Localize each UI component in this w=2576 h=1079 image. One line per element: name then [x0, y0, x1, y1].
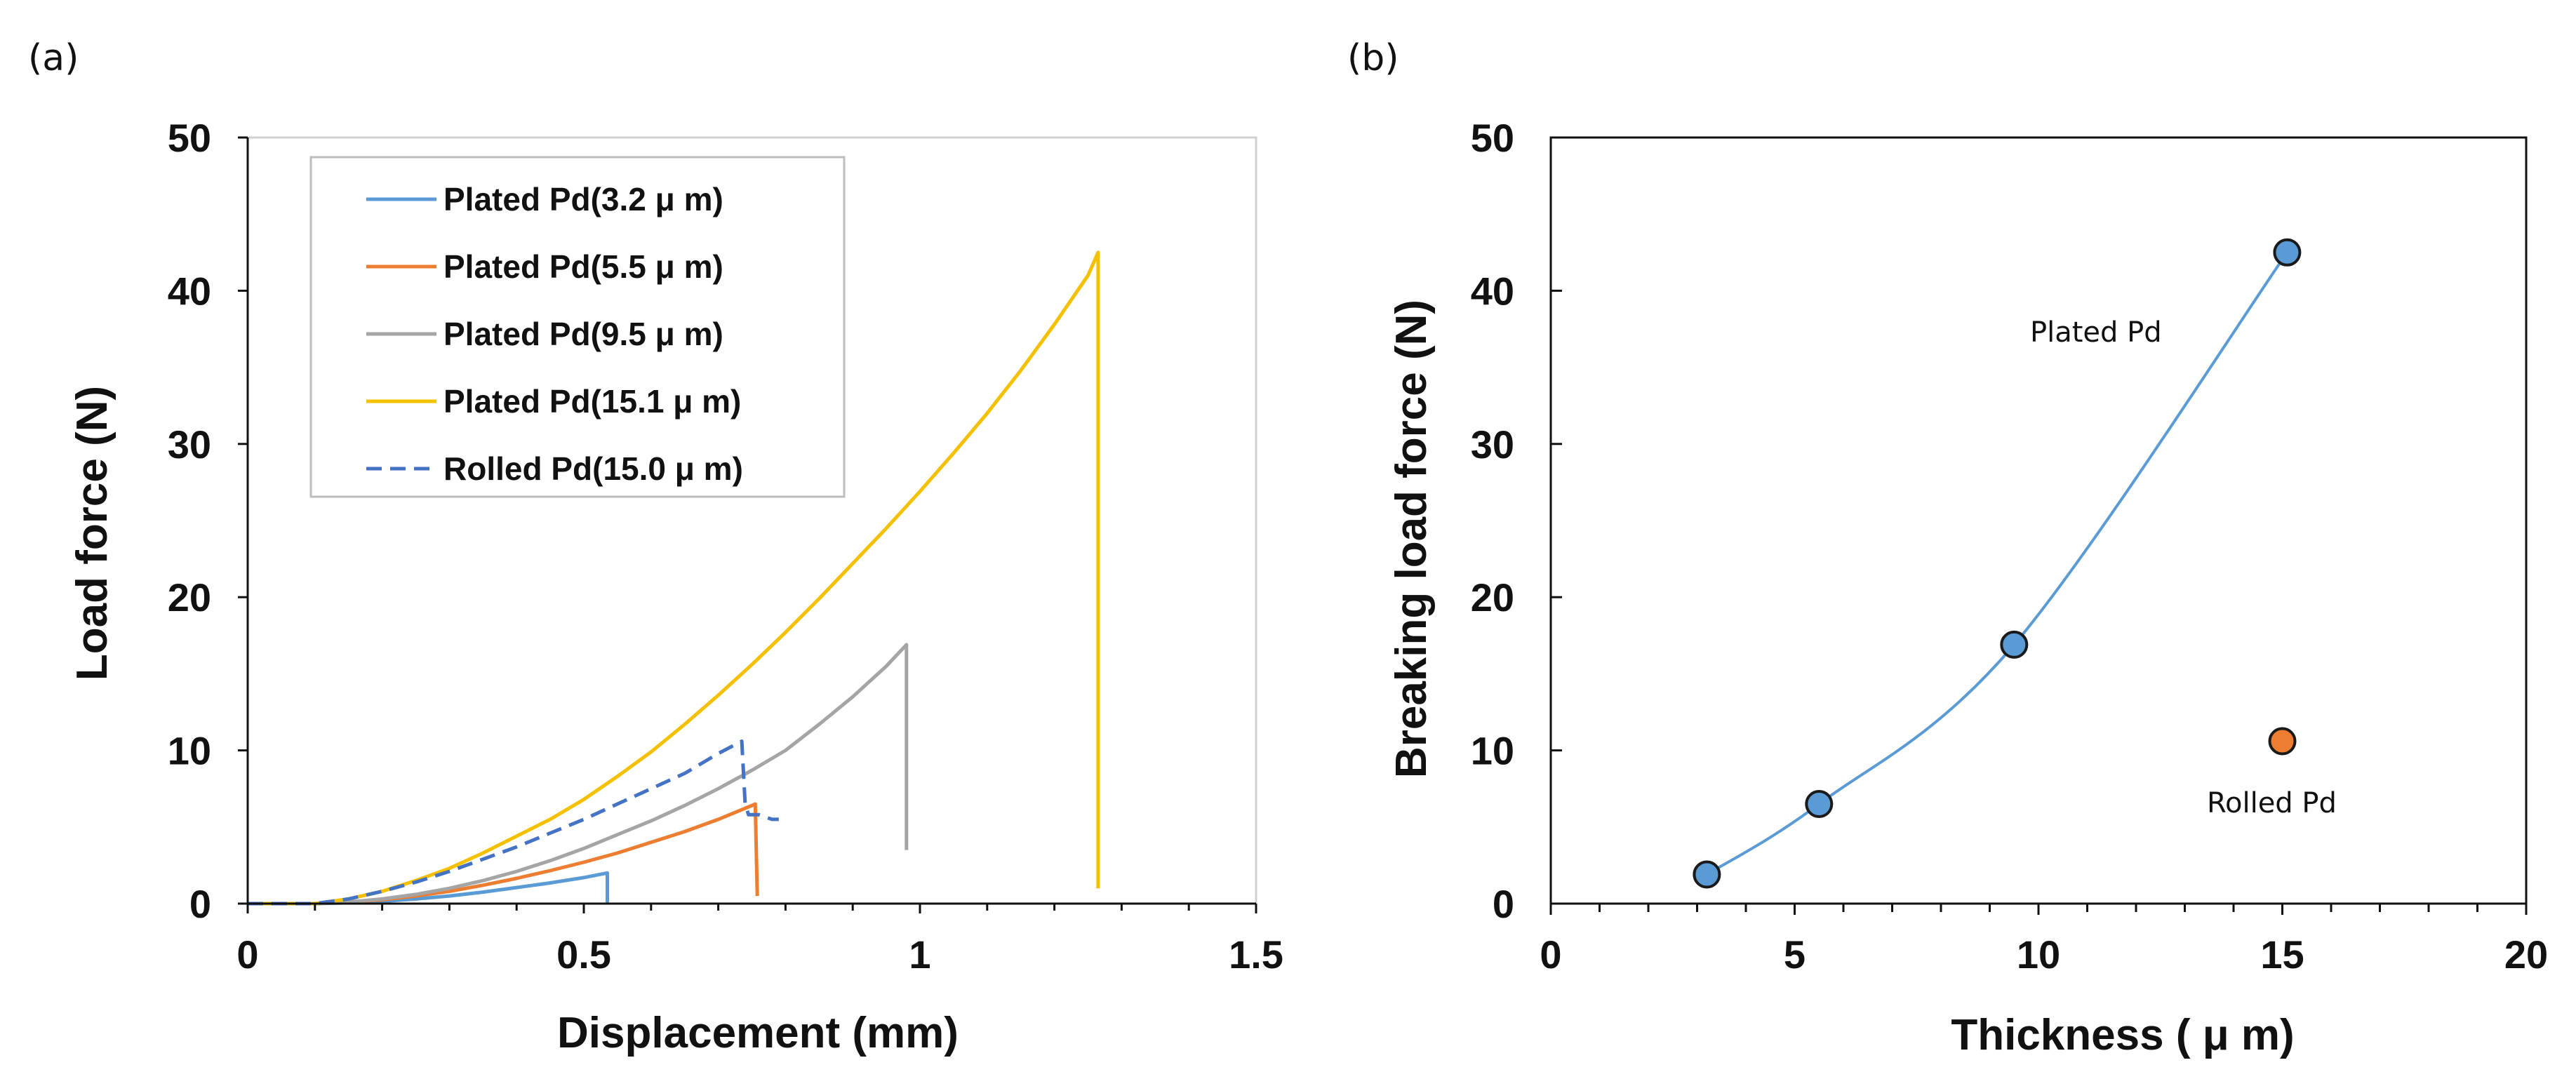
- chart-b-x-axis-label: Thickness ( μ m): [1951, 1011, 2294, 1059]
- chart-b-x-tick-label: 0: [1540, 932, 1561, 977]
- chart-b-x-tick-label: 5: [1784, 932, 1806, 977]
- chart-a-x-tick-label: 1: [909, 932, 930, 977]
- chart-a-y-tick-label: 0: [189, 882, 211, 926]
- chart-b-x-tick-label: 15: [2260, 932, 2304, 977]
- point-plated-pd: [1805, 790, 1834, 818]
- panel-b-label: (b): [1347, 37, 1399, 79]
- legend-label: Plated Pd(3.2 μ m): [443, 181, 723, 217]
- chart-b-y-tick-label: 10: [1471, 729, 1514, 773]
- series-plated-pd-15p1-m: [248, 250, 1100, 906]
- chart-b-x-tick-label: 20: [2504, 932, 2548, 977]
- legend-box: [309, 156, 846, 498]
- legend-label: Rolled Pd(15.0 μ m): [443, 450, 743, 487]
- series-rolled-pd-15p0-m: [248, 739, 779, 906]
- chart-a-x-tick-label: 1.5: [1229, 932, 1283, 977]
- chart-b-y-axis-label: Breaking load force (N): [1387, 300, 1436, 778]
- series-plated-pd-9p5-m: [248, 643, 909, 906]
- chart-b-y-tick-label: 20: [1471, 575, 1514, 619]
- chart-a-x-axis-label: Displacement (mm): [557, 1009, 959, 1057]
- chart-a: 0 0.5 1 1.5 0 10 20 30 40 50 Displacement (mm) Lo…: [68, 116, 1283, 1057]
- chart-a-y-tick-label: 20: [168, 575, 211, 619]
- chart-a-y-tick-label: 10: [168, 729, 211, 773]
- chart-a-y-tick-label: 40: [168, 269, 211, 313]
- chart-a-x-tick-label: 0: [236, 932, 258, 977]
- plated-pd-annotation: Plated Pd: [2030, 316, 2162, 349]
- point-plated-pd: [1693, 860, 1721, 889]
- chart-a-y-tick-label: 50: [168, 116, 211, 160]
- legend-label: Plated Pd(5.5 μ m): [443, 248, 723, 285]
- chart-b-y-tick-label: 0: [1493, 882, 1514, 926]
- chart-a-y-tick-label: 30: [168, 422, 211, 467]
- trend-line-plated-pd: [1706, 251, 2289, 876]
- chart-b-x-tick-label: 10: [2017, 932, 2060, 977]
- chart-b-y-tick-label: 40: [1471, 269, 1514, 313]
- chart-b-y-tick-label: 50: [1471, 116, 1514, 160]
- rolled-pd-annotation: Rolled Pd: [2207, 787, 2337, 819]
- legend-label: Plated Pd(15.1 μ m): [443, 383, 741, 420]
- chart-a-x-tick-label: 0.5: [556, 932, 611, 977]
- panel-a-label: (a): [28, 37, 79, 79]
- chart-b-y-tick-label: 30: [1471, 422, 1514, 467]
- point-rolled-pd: [2268, 727, 2297, 756]
- chart-b-plot-area: [1549, 136, 2528, 905]
- legend-label: Plated Pd(9.5 μ m): [443, 316, 723, 352]
- point-plated-pd: [2273, 238, 2302, 267]
- point-plated-pd: [2000, 630, 2029, 659]
- chart-a-y-axis-label: Load force (N): [68, 386, 116, 681]
- chart-a-legend: Plated Pd(3.2 μ m) Plated Pd(5.5 μ m) Plat…: [309, 156, 846, 498]
